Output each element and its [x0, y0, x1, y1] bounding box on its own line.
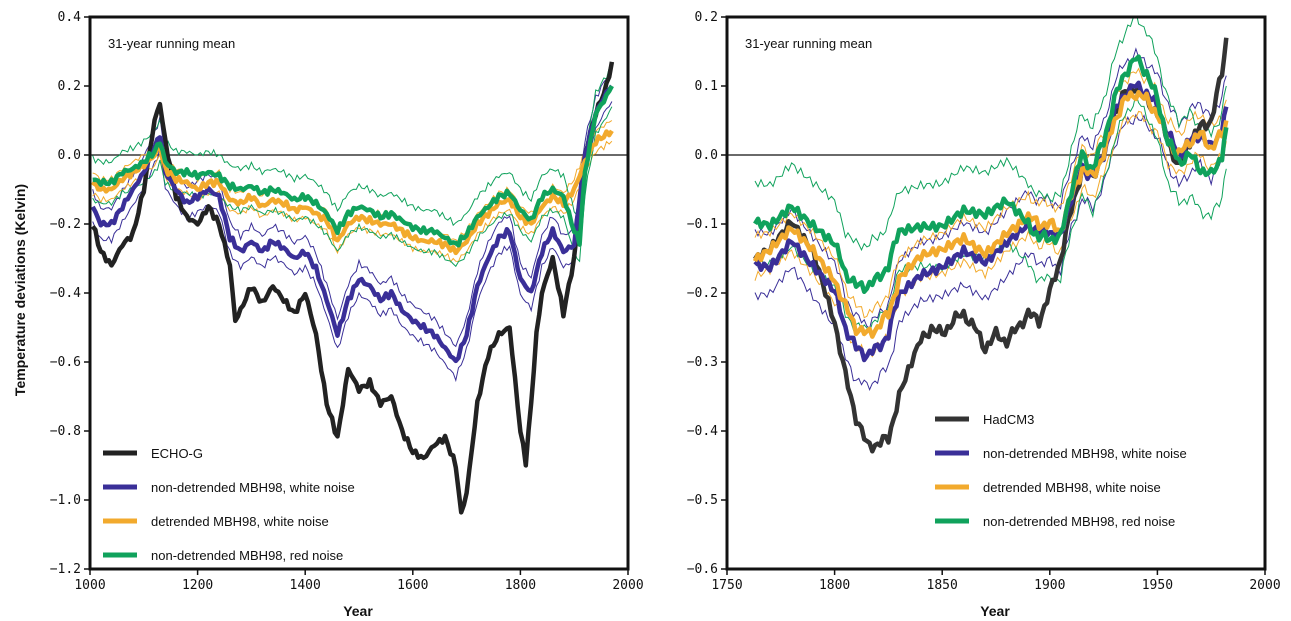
series-envelope [754, 47, 1227, 330]
plot-frame [88, 15, 630, 571]
legend-label: non-detrended MBH98, red noise [151, 548, 343, 563]
plot-area [752, 17, 1229, 454]
left-chart: Temperature deviations (Kelvin) Year 31-… [12, 10, 644, 619]
y-tick-label: 0.0 [695, 148, 718, 163]
plot-frame [725, 15, 1267, 571]
y-tick-label: −0.8 [50, 424, 81, 439]
series-envelope [92, 140, 613, 263]
series-line [92, 84, 614, 248]
x-tick-label: 1200 [182, 578, 213, 593]
y-tick-label: −0.5 [687, 493, 718, 508]
legend-label: detrended MBH98, white noise [983, 480, 1161, 495]
y-tick-label: 0.1 [695, 79, 718, 94]
y-tick-label: −1.2 [50, 562, 81, 577]
x-tick-label: 1800 [505, 578, 536, 593]
series-line [753, 54, 1229, 295]
legend-label: non-detrended MBH98, white noise [983, 446, 1187, 461]
plot-area [90, 61, 615, 515]
x-tick-label: 2000 [612, 578, 643, 593]
series-line [90, 84, 614, 364]
y-tick-label: −0.2 [50, 217, 81, 232]
y-tick-label: −0.4 [50, 286, 81, 301]
x-tick-label: 2000 [1249, 578, 1280, 593]
left-y-axis-label: Temperature deviations (Kelvin) [12, 184, 28, 396]
series-envelope [92, 106, 613, 268]
x-tick-label: 1800 [819, 578, 850, 593]
legend-label: HadCM3 [983, 412, 1034, 427]
y-tick-label: 0.0 [58, 148, 81, 163]
left-x-axis-label: Year [343, 603, 373, 619]
y-tick-label: −0.6 [687, 562, 718, 577]
legend-label: detrended MBH98, white noise [151, 514, 329, 529]
x-tick-label: 1750 [711, 578, 742, 593]
right-annotation: 31-year running mean [745, 36, 872, 51]
y-tick-label: −0.1 [687, 217, 718, 232]
legend-label: non-detrended MBH98, red noise [983, 514, 1175, 529]
legend-label: non-detrended MBH98, white noise [151, 480, 355, 495]
y-tick-label: 0.2 [58, 79, 81, 94]
right-chart: Year 31-year running mean 0.2 0.1 0.0 −0.1 −… [687, 10, 1281, 619]
series-line [752, 89, 1229, 339]
y-tick-label: 0.2 [695, 10, 718, 25]
y-tick-label: −0.6 [50, 355, 81, 370]
series-envelope [754, 17, 1227, 252]
y-tick-label: 0.4 [58, 10, 82, 25]
right-x-axis-label: Year [980, 603, 1010, 619]
x-tick-label: 1400 [290, 578, 321, 593]
x-tick-label: 1900 [1034, 578, 1065, 593]
series-envelope [92, 64, 613, 227]
y-tick-label: −0.4 [687, 424, 718, 439]
x-tick-label: 1000 [74, 578, 105, 593]
series-line [753, 80, 1229, 363]
x-tick-label: 1850 [927, 578, 958, 593]
legend-label: ECHO-G [151, 446, 203, 461]
left-annotation: 31-year running mean [108, 36, 235, 51]
series-line [90, 129, 614, 256]
y-tick-label: −1.0 [50, 493, 81, 508]
x-tick-label: 1950 [1142, 578, 1173, 593]
x-tick-label: 1600 [397, 578, 428, 593]
y-tick-label: −0.3 [687, 355, 718, 370]
y-tick-label: −0.2 [687, 286, 718, 301]
series-line [90, 61, 615, 515]
